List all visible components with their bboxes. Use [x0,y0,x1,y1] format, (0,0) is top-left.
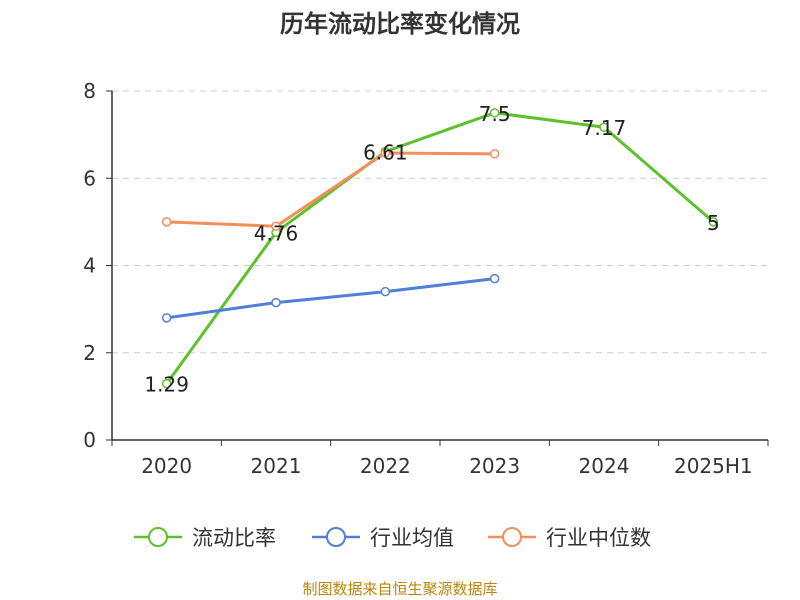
x-tick-label: 2024 [579,454,630,478]
data-point [271,221,281,231]
legend-marker [326,527,346,547]
data-label: 6.61 [363,141,408,165]
series-line [165,111,715,385]
x-tick-label: 2021 [251,454,302,478]
data-point [489,149,500,159]
source-note: 制图数据来自恒生聚源数据库 [302,580,498,598]
legend-label: 行业均值 [370,526,454,550]
legend-label: 行业中位数 [546,526,651,550]
data-point [380,286,391,297]
data-point [161,313,172,323]
data-label: 4.76 [254,221,299,245]
legend-label: 流动比率 [192,526,276,550]
data-label: 1.29 [144,373,189,397]
data-point [489,273,500,284]
data-label: 7.17 [582,116,627,140]
data-point [380,148,391,158]
data-point [599,122,609,132]
data-point [489,108,500,118]
data-point [161,217,172,227]
data-point [161,378,172,389]
series-line [166,151,495,228]
y-tick-label: 8 [83,79,96,103]
series-line [166,277,495,320]
data-label: 5 [707,211,720,235]
data-point [708,217,719,227]
y-tick-label: 2 [83,341,96,365]
legend-marker [502,527,522,547]
y-tick-label: 6 [83,166,96,190]
chart-title: 历年流动比率变化情况 [280,10,520,38]
x-tick-label: 2023 [469,454,520,478]
x-tick-label: 2022 [360,454,411,478]
y-tick-label: 0 [83,428,96,452]
x-tick-label: 2025H1 [674,454,753,478]
y-tick-label: 4 [83,254,96,278]
data-point [271,297,281,308]
x-tick-label: 2020 [141,454,192,478]
legend-marker [148,527,168,547]
data-label: 7.5 [479,102,511,126]
